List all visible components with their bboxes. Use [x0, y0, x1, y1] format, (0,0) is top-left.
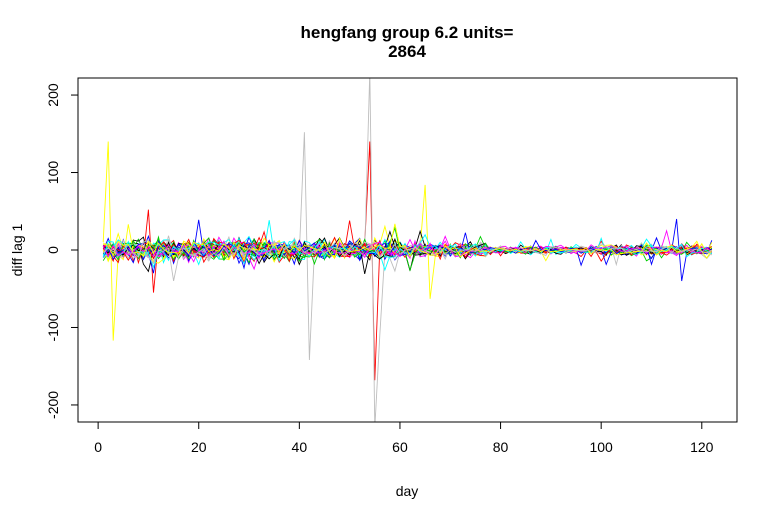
y-tick-label: -200 [45, 391, 61, 419]
x-tick-label: 20 [191, 439, 207, 455]
x-tick-label: 0 [94, 439, 102, 455]
chart-title-line1: hengfang group 6.2 units= [301, 23, 514, 42]
x-tick-label: 40 [292, 439, 308, 455]
x-tick-label: 100 [589, 439, 613, 455]
y-tick-label: 100 [45, 161, 61, 185]
y-axis-label: diff lag 1 [9, 223, 25, 276]
x-tick-label: 60 [392, 439, 408, 455]
x-tick-label: 80 [493, 439, 509, 455]
x-axis: 0 20 40 60 80 100 120 [94, 421, 714, 455]
series-line-38 [102, 223, 713, 260]
y-tick-label: 0 [45, 246, 61, 254]
series-line-39 [102, 239, 713, 281]
y-tick-label: 200 [45, 83, 61, 107]
y-axis: -200 -100 0 100 200 [45, 83, 79, 419]
series-line-35 [102, 239, 713, 274]
y-tick-label: -100 [45, 313, 61, 341]
x-axis-label: day [396, 483, 419, 499]
chart-title-line2: 2864 [388, 42, 426, 61]
series-layer [102, 78, 713, 422]
series-line-6 [102, 141, 713, 341]
x-tick-label: 120 [690, 439, 714, 455]
series-line-37 [102, 238, 713, 263]
